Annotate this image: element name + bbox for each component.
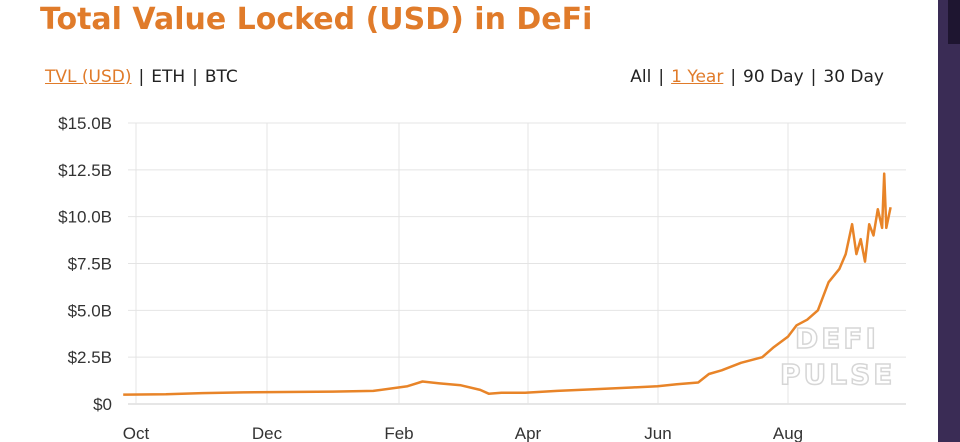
y-tick-label: $5.0B xyxy=(68,301,112,320)
tvl-line-chart: DEFI PULSE $0 $2.5B $5.0B $7.5B $10.0B $12.5B… xyxy=(58,114,906,442)
separator: | xyxy=(658,67,665,87)
range-1-year[interactable]: 1 Year xyxy=(671,67,724,87)
series xyxy=(123,172,892,396)
y-tick-label: $10.0B xyxy=(58,208,112,227)
window-edge xyxy=(938,0,960,442)
separator: | xyxy=(192,67,198,87)
y-tick-label: $7.5B xyxy=(68,255,112,274)
y-tick-label: $12.5B xyxy=(58,161,112,180)
range-selector: All | 1 Year | 90 Day | 30 Day xyxy=(630,67,884,87)
y-tick-label: $0 xyxy=(93,395,112,414)
units-selector: TVL (USD) | ETH | BTC xyxy=(45,67,238,87)
x-tick-label: Dec xyxy=(252,424,283,442)
option-tvl-usd[interactable]: TVL (USD) xyxy=(45,67,132,87)
range-30-day[interactable]: 30 Day xyxy=(823,67,884,87)
separator: | xyxy=(138,67,145,87)
axes: $0 $2.5B $5.0B $7.5B $10.0B $12.5B $15.0B Oct De… xyxy=(58,114,803,442)
grid xyxy=(128,122,906,405)
separator: | xyxy=(810,67,817,87)
x-tick-label: Aug xyxy=(773,424,803,442)
option-eth[interactable]: ETH xyxy=(151,67,186,87)
x-tick-label: Apr xyxy=(515,424,542,442)
x-tick-label: Jun xyxy=(644,424,671,442)
y-tick-label: $15.0B xyxy=(58,114,112,133)
range-all[interactable]: All xyxy=(630,67,652,87)
page-title: Total Value Locked (USD) in DeFi xyxy=(40,2,593,37)
option-btc[interactable]: BTC xyxy=(204,67,238,87)
watermark-line1: DEFI xyxy=(795,322,879,355)
x-tick-label: Oct xyxy=(123,424,150,442)
chart-card: Total Value Locked (USD) in DeFi TVL (US… xyxy=(0,0,938,442)
window-edge-notch xyxy=(948,0,960,44)
series-line xyxy=(123,172,892,396)
watermark-line2: PULSE xyxy=(780,358,895,391)
range-90-day[interactable]: 90 Day xyxy=(743,67,804,87)
x-tick-label: Feb xyxy=(384,424,413,442)
y-tick-label: $2.5B xyxy=(68,348,112,367)
separator: | xyxy=(730,67,737,87)
